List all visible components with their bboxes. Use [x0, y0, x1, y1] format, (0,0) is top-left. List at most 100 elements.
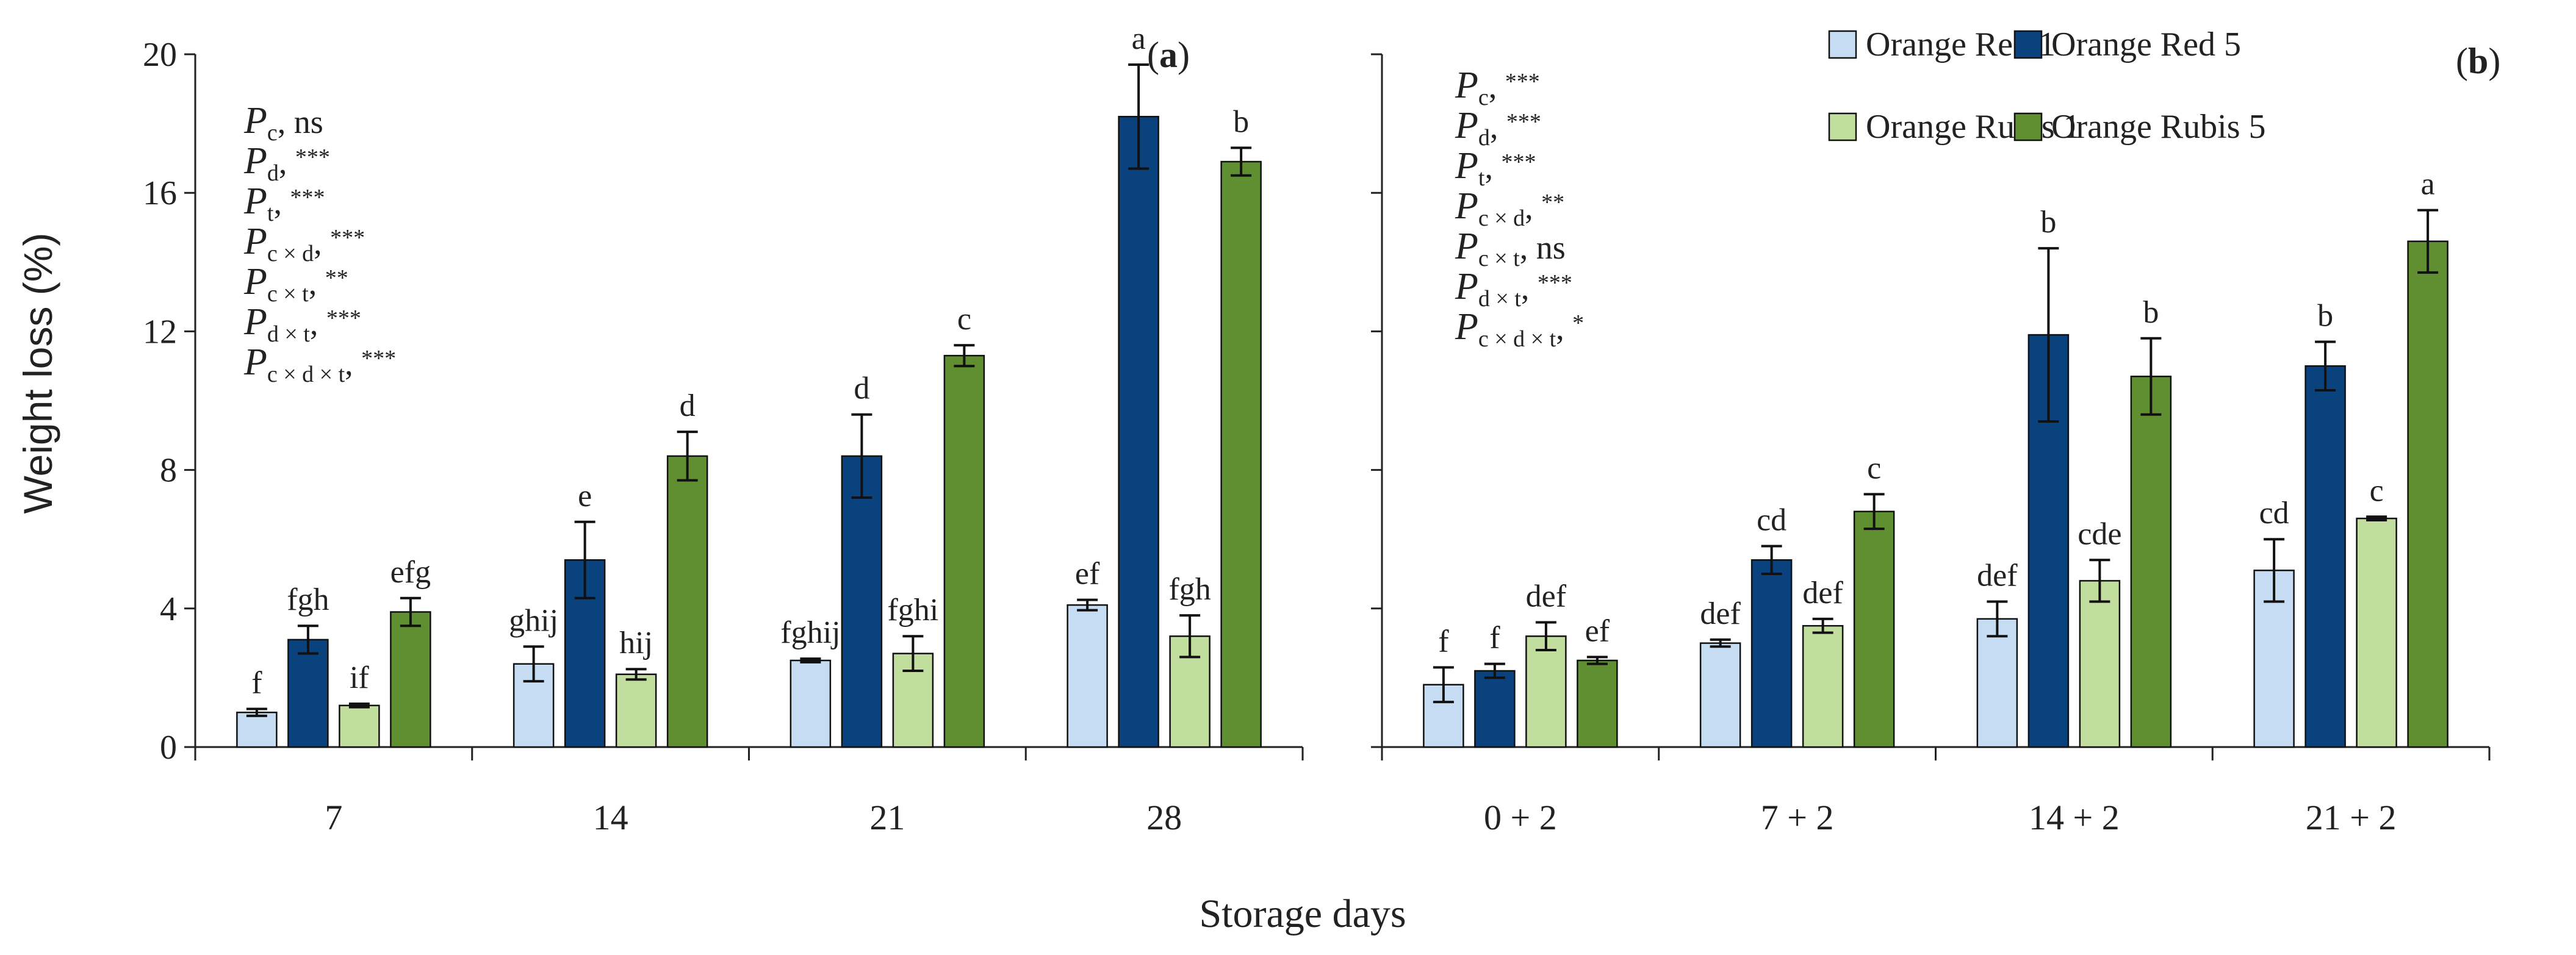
bar: [1853, 510, 1895, 748]
bar: [390, 611, 431, 748]
panel-a: 0 4 8 12 16 20 7 f fgh if efg 14 ghij e hij d 21 fghij d fg…: [143, 21, 1304, 837]
bar: [2304, 365, 2346, 748]
significance-letter: def: [1802, 576, 1843, 610]
legend-label: Orange Rubis 5: [2051, 108, 2266, 146]
legend-label: Orange Red 5: [2051, 26, 2241, 63]
x-category-label: 21: [869, 798, 905, 837]
significance-letter: ef: [1075, 557, 1100, 592]
stat-annotation: Pd, ***: [1455, 105, 1541, 151]
significance-letter: def: [1700, 596, 1741, 631]
x-category-label: 21 + 2: [2306, 798, 2397, 837]
significance-letter: fgh: [1168, 572, 1211, 607]
significance-letter: b: [2143, 295, 2159, 330]
y-axis-title: Weight loss (%): [15, 233, 60, 514]
y-tick-label: 20: [143, 36, 177, 74]
significance-letter: c: [957, 302, 971, 337]
significance-letter: cd: [2259, 496, 2289, 531]
bar: [1067, 604, 1108, 748]
significance-letter: if: [350, 660, 369, 695]
y-tick-label: 8: [160, 452, 177, 490]
x-category-label: 7 + 2: [1761, 798, 1834, 837]
significance-letter: e: [578, 479, 592, 513]
stat-annotation: Pc, ***: [1455, 65, 1540, 110]
bar: [1699, 642, 1741, 748]
stat-annotation: Pd × t, ***: [1455, 266, 1572, 312]
bar: [1220, 160, 1262, 748]
significance-letter: a: [1132, 21, 1146, 56]
significance-letter: b: [2040, 205, 2056, 240]
significance-letter: ef: [1585, 613, 1610, 648]
bar: [615, 673, 657, 748]
x-category-label: 28: [1146, 798, 1182, 837]
y-tick-label: 16: [143, 174, 177, 212]
stat-annotation: Pc, ns: [243, 100, 323, 146]
bar: [2356, 517, 2397, 748]
significance-letter: cd: [1757, 503, 1786, 538]
bar: [2079, 580, 2121, 748]
legend-label: Orange Rubis 1: [1866, 108, 2081, 146]
stat-annotation: Pt, ***: [1455, 145, 1536, 191]
x-category-label: 14 + 2: [2029, 798, 2120, 837]
bar: [1118, 115, 1159, 748]
y-tick-label: 0: [160, 729, 177, 767]
significance-letter: efg: [390, 555, 431, 590]
significance-letter: fghij: [780, 615, 840, 650]
stat-annotation: Pc × d × t, *: [1455, 306, 1584, 352]
significance-letter: a: [2421, 167, 2435, 202]
significance-letter: cde: [2078, 517, 2121, 551]
x-category-label: 14: [593, 798, 628, 837]
stat-annotation: Pc × d, **: [1455, 185, 1564, 231]
bar: [236, 711, 278, 748]
stat-annotation: Pt, ***: [243, 181, 325, 226]
panel-label: (a): [1147, 35, 1190, 75]
y-tick-label: 12: [143, 313, 177, 351]
stat-annotation: Pc × t, **: [243, 261, 348, 307]
bar: [1577, 659, 1618, 748]
bar: [666, 455, 708, 748]
bar: [1750, 559, 1793, 748]
bar: [1423, 684, 1464, 748]
legend-swatch: [1828, 30, 1857, 59]
significance-letter: def: [1526, 579, 1567, 614]
stat-annotation: Pc × d × t, ***: [243, 342, 396, 387]
significance-letter: f: [1489, 621, 1500, 656]
significance-letter: b: [1233, 104, 1249, 139]
significance-letter: ghij: [509, 603, 558, 638]
significance-letter: fgh: [287, 582, 329, 617]
x-category-label: 7: [325, 798, 342, 837]
stat-annotation: Pd × t, ***: [243, 301, 361, 347]
panel-label: (b): [2456, 41, 2500, 81]
stat-annotation: Pc × d, ***: [243, 221, 365, 266]
legend-swatch: [2013, 112, 2043, 141]
bar: [943, 354, 985, 748]
stat-annotation: Pd, ***: [243, 140, 330, 186]
significance-letter: d: [680, 388, 696, 423]
stat-annotation: Pc × t, ns: [1455, 226, 1566, 271]
bar: [1802, 624, 1844, 748]
significance-letter: d: [854, 371, 869, 406]
x-axis-title: Storage days: [1199, 892, 1406, 936]
bar: [790, 659, 832, 748]
significance-letter: hij: [619, 626, 653, 660]
bar: [841, 455, 883, 748]
significance-letter: c: [2370, 473, 2384, 508]
bar: [2407, 240, 2448, 748]
bar: [339, 704, 380, 748]
bar: [287, 638, 329, 748]
significance-letter: f: [1438, 624, 1449, 659]
significance-letter: f: [251, 666, 262, 701]
significance-letter: b: [2317, 298, 2333, 333]
significance-letter: c: [1867, 451, 1881, 485]
bar: [1474, 670, 1516, 748]
bar: [2130, 375, 2172, 748]
bar: [1976, 618, 2018, 748]
legend-swatch: [1828, 112, 1857, 141]
y-tick-label: 4: [160, 590, 177, 628]
significance-letter: def: [1977, 558, 2018, 593]
legend-swatch: [2013, 30, 2043, 59]
bar: [1525, 635, 1567, 748]
x-category-label: 0 + 2: [1484, 798, 1557, 837]
